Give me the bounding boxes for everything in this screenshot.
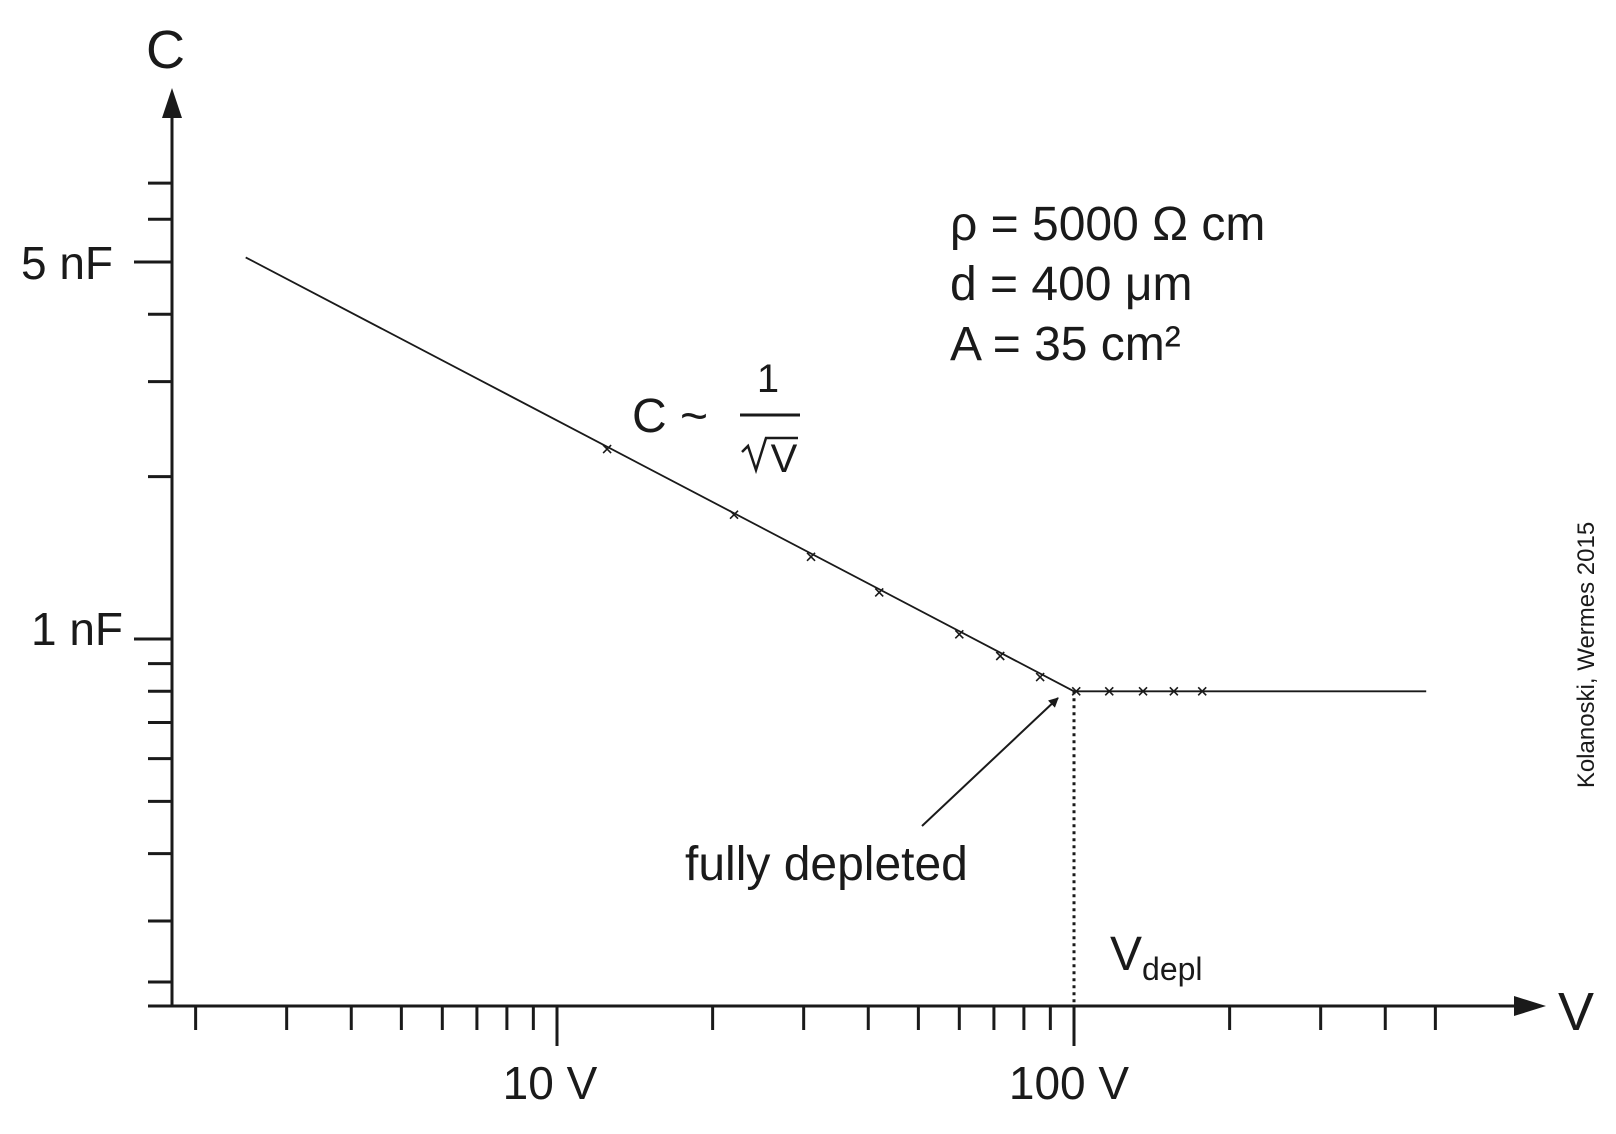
data-marker: [806, 552, 816, 562]
y-axis-minor-ticks: [134, 181, 172, 984]
formula-numerator: 1: [757, 357, 779, 401]
data-marker: [954, 629, 964, 639]
y-tick-label-5nf: 5 nF: [21, 237, 113, 289]
sqrt-radical-icon: [741, 436, 798, 475]
x-axis-arrowhead: [1514, 996, 1546, 1016]
y-axis-title: C: [146, 20, 185, 80]
data-marker: [1104, 686, 1114, 696]
vdepl-label: Vdepl: [1110, 928, 1203, 987]
depletion-arrow: [921, 697, 1059, 827]
data-marker: [1035, 672, 1045, 682]
y-tick-label-1nf: 1 nF: [31, 603, 123, 655]
data-marker: [1138, 686, 1148, 696]
capacitance-curve: [245, 256, 1427, 693]
depletion-annotation: fully depleted: [685, 838, 968, 891]
data-marker: [1197, 686, 1207, 696]
data-markers: [602, 444, 1207, 696]
param-thickness: d = 400 μm: [950, 258, 1192, 311]
formula-denominator: V: [771, 437, 798, 481]
x-tick-label-100v: 100 V: [1009, 1057, 1130, 1109]
param-area: A = 35 cm²: [950, 318, 1181, 371]
vdepl-subscript: depl: [1142, 951, 1203, 987]
credit-label: Kolanoski, Wermes 2015: [1573, 522, 1600, 788]
vdepl-main: V: [1110, 928, 1142, 981]
data-marker: [874, 587, 884, 597]
x-tick-label-10v: 10 V: [503, 1057, 598, 1109]
y-axis-arrowhead: [162, 88, 182, 118]
data-marker: [602, 444, 612, 454]
formula-lhs: C ~: [632, 390, 708, 443]
param-resistivity: ρ = 5000 Ω cm: [950, 198, 1265, 251]
x-axis-minor-ticks: [194, 1006, 1437, 1046]
data-marker: [729, 510, 739, 520]
data-marker: [1169, 686, 1179, 696]
x-axis-title: V: [1558, 982, 1594, 1042]
data-marker: [995, 651, 1005, 661]
